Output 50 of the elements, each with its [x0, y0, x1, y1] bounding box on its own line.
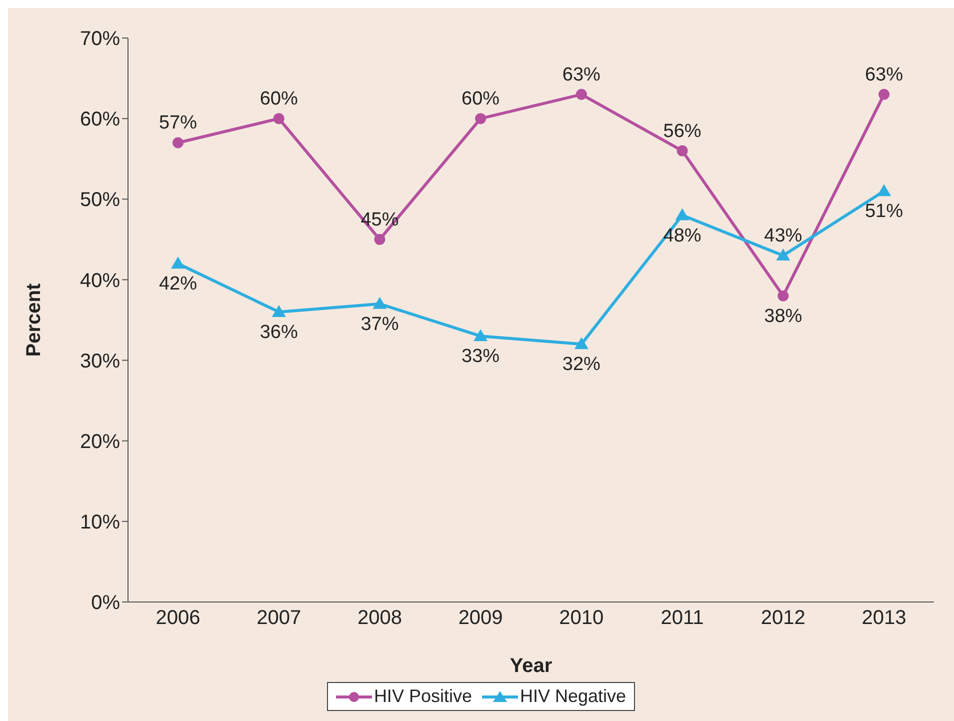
- y-axis-title: Percent: [23, 282, 46, 357]
- y-tick-label: 30%: [80, 350, 120, 372]
- x-tick-label: 2010: [559, 607, 604, 630]
- x-tick-label: 2012: [760, 607, 806, 630]
- legend-label: HIV Positive: [372, 686, 472, 707]
- data-label: 33%: [462, 346, 500, 368]
- y-tick-label: 50%: [80, 189, 120, 212]
- point: [778, 290, 789, 302]
- data-label: 37%: [360, 314, 399, 335]
- point: [475, 113, 486, 124]
- y-tick-label: 70%: [80, 28, 120, 50]
- point: [676, 145, 688, 156]
- data-label: 51%: [864, 201, 904, 222]
- x-tick-label: 2011: [660, 607, 704, 630]
- data-label: 63%: [562, 64, 601, 86]
- point: [272, 304, 286, 317]
- data-label: 43%: [764, 226, 802, 247]
- point: [675, 208, 690, 220]
- data-label: 57%: [158, 112, 198, 134]
- point: [574, 337, 588, 350]
- y-tick-label: 0%: [91, 592, 120, 614]
- data-label: 60%: [462, 88, 500, 110]
- y-tick-label: 40%: [80, 270, 120, 292]
- data-label: 60%: [260, 88, 298, 110]
- x-tick-label: 2013: [862, 607, 906, 630]
- point: [172, 137, 184, 148]
- point: [171, 256, 185, 269]
- x-tick-label: 2007: [256, 607, 302, 630]
- x-tick-label: 2006: [156, 607, 200, 630]
- point: [372, 296, 387, 309]
- y-tick-label: 60%: [80, 108, 120, 131]
- x-tick-label: 2009: [458, 607, 503, 630]
- data-label: 63%: [864, 64, 904, 86]
- data-label: 56%: [663, 120, 702, 142]
- data-label: 42%: [158, 274, 198, 295]
- y-tick-label: 20%: [80, 430, 120, 453]
- point: [878, 88, 890, 100]
- point: [877, 184, 891, 196]
- point: [576, 88, 587, 100]
- point: [374, 234, 386, 245]
- data-label: 32%: [562, 354, 601, 376]
- data-label: 36%: [260, 322, 298, 343]
- point: [776, 248, 790, 261]
- y-tick-label: 10%: [80, 512, 120, 534]
- point: [273, 113, 284, 124]
- legend-label: HIV Negative: [518, 686, 626, 707]
- data-label: 38%: [764, 306, 802, 327]
- x-axis-title: Year: [510, 655, 552, 677]
- point: [474, 329, 488, 342]
- x-tick-label: 2008: [357, 607, 402, 630]
